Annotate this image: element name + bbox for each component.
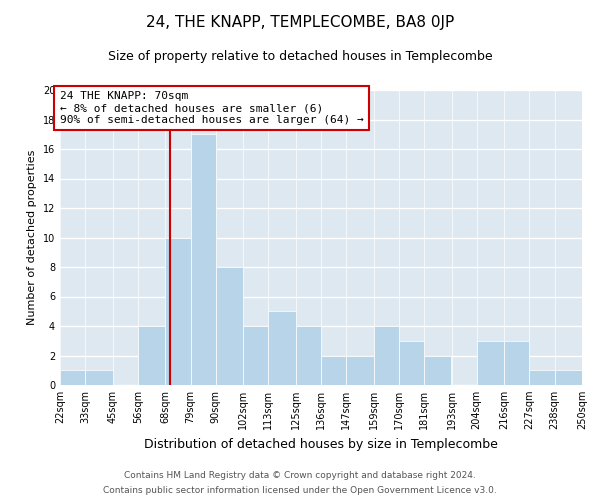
Bar — [476, 341, 504, 385]
Bar — [296, 326, 321, 385]
Text: Contains HM Land Registry data © Crown copyright and database right 2024.: Contains HM Land Registry data © Crown c… — [124, 471, 476, 480]
Text: 24, THE KNAPP, TEMPLECOMBE, BA8 0JP: 24, THE KNAPP, TEMPLECOMBE, BA8 0JP — [146, 15, 454, 30]
Bar — [85, 370, 113, 385]
Bar — [60, 370, 85, 385]
Y-axis label: Number of detached properties: Number of detached properties — [27, 150, 37, 325]
Bar — [243, 326, 268, 385]
Bar — [321, 356, 346, 385]
Bar — [346, 356, 374, 385]
X-axis label: Distribution of detached houses by size in Templecombe: Distribution of detached houses by size … — [144, 438, 498, 450]
Bar — [215, 267, 243, 385]
Bar — [191, 134, 215, 385]
Bar — [554, 370, 582, 385]
Bar — [529, 370, 554, 385]
Text: Contains public sector information licensed under the Open Government Licence v3: Contains public sector information licen… — [103, 486, 497, 495]
Text: 24 THE KNAPP: 70sqm
← 8% of detached houses are smaller (6)
90% of semi-detached: 24 THE KNAPP: 70sqm ← 8% of detached hou… — [60, 92, 364, 124]
Bar — [374, 326, 399, 385]
Bar — [166, 238, 191, 385]
Bar — [399, 341, 424, 385]
Bar — [138, 326, 166, 385]
Text: Size of property relative to detached houses in Templecombe: Size of property relative to detached ho… — [107, 50, 493, 63]
Bar — [504, 341, 529, 385]
Bar — [582, 370, 600, 385]
Bar — [424, 356, 451, 385]
Bar — [268, 311, 296, 385]
